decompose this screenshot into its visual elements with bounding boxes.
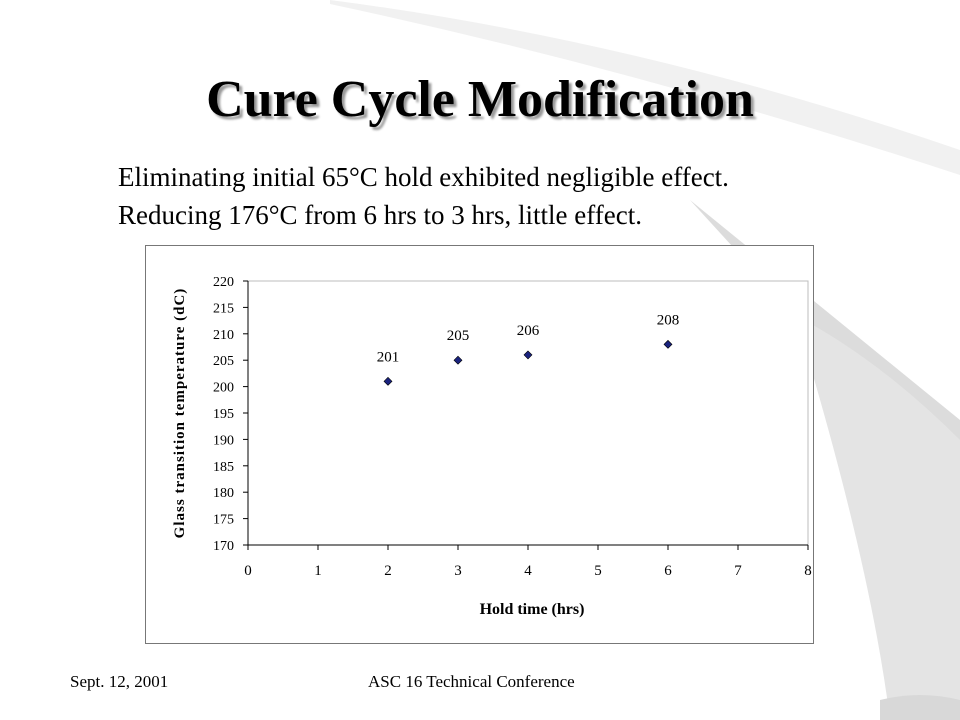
x-tick-label: 0 — [244, 563, 252, 579]
slide-title: Cure Cycle Modification — [206, 71, 754, 128]
y-tick-label: 220 — [213, 275, 234, 290]
plot-area-border — [247, 280, 809, 546]
data-label: 208 — [657, 312, 680, 328]
data-point — [663, 339, 673, 349]
y-tick-label: 175 — [213, 513, 234, 528]
data-label: 205 — [447, 328, 470, 344]
x-tick-label: 3 — [454, 563, 462, 579]
x-axis-title: Hold time (hrs) — [480, 601, 585, 618]
x-tick-label: 2 — [384, 563, 392, 579]
data-label: 206 — [517, 323, 540, 339]
scatter-chart: 170 175 180 185 190 195 200 205 210 215 220 0 1 2 3 4 5 6… — [172, 275, 812, 618]
x-tick-label: 6 — [664, 563, 672, 579]
y-tick-label: 210 — [213, 328, 234, 343]
bullet-line-1: Eliminating initial 65°C hold exhibited … — [118, 162, 729, 192]
y-tick-label: 215 — [213, 301, 234, 316]
x-tick-label: 7 — [734, 563, 742, 579]
bullet-line-2: Reducing 176°C from 6 hrs to 3 hrs, litt… — [118, 200, 642, 230]
y-axis-title: Glass transition temperature (dC) — [172, 288, 188, 539]
y-tick-label: 195 — [213, 407, 234, 422]
x-tick-label: 5 — [594, 563, 602, 579]
data-label: 201 — [377, 349, 400, 365]
x-tick-label: 4 — [524, 563, 532, 579]
data-point — [523, 350, 533, 360]
data-point — [383, 376, 393, 386]
y-tick-label: 170 — [213, 539, 234, 554]
y-tick-label: 180 — [213, 486, 234, 501]
data-point — [453, 355, 463, 365]
x-tick-label: 8 — [804, 563, 812, 579]
y-tick-label: 190 — [213, 433, 234, 448]
y-tick-label: 200 — [213, 381, 234, 396]
footer-conference: ASC 16 Technical Conference — [368, 672, 575, 691]
y-tick-label: 205 — [213, 354, 234, 369]
x-tick-label: 1 — [314, 563, 322, 579]
footer-date: Sept. 12, 2001 — [70, 672, 169, 691]
chart-frame: 170 175 180 185 190 195 200 205 210 215 220 0 1 2 3 4 5 6… — [145, 245, 814, 644]
y-tick-label: 185 — [213, 460, 234, 475]
